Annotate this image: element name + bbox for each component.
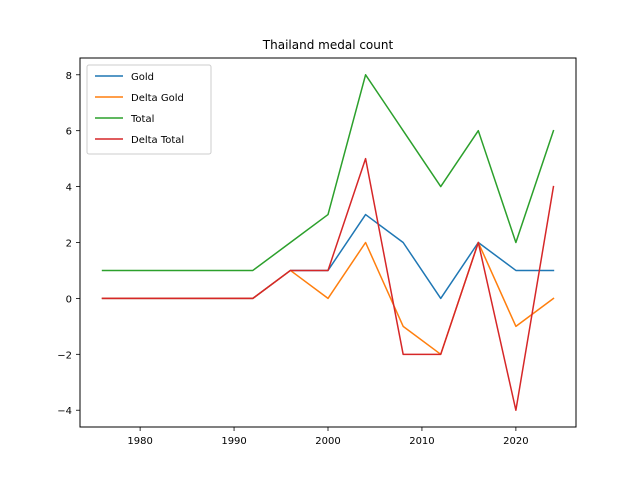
legend-label: Delta Total: [131, 135, 184, 146]
series-line-total: [101, 74, 555, 272]
x-tick-label: 2010: [409, 436, 434, 447]
y-tick-label: −2: [57, 350, 72, 361]
legend-label: Delta Gold: [131, 93, 184, 104]
series-line-delta-total: [101, 157, 555, 411]
y-tick-label: −4: [57, 406, 72, 417]
x-tick-label: 2000: [315, 436, 340, 447]
x-tick-label: 1980: [127, 436, 152, 447]
y-tick-label: 8: [66, 71, 72, 82]
legend: Gold Delta Gold Total Delta Total: [86, 64, 212, 155]
y-axis-ticks: −4 −2 0 2 4 6 8: [57, 71, 80, 417]
x-tick-label: 1990: [221, 436, 246, 447]
x-tick-label: 2020: [503, 436, 528, 447]
series-layer: [101, 74, 555, 411]
legend-box: [86, 64, 212, 155]
y-tick-label: 0: [66, 294, 72, 305]
x-axis-ticks: 1980 1990 2000 2010 2020: [127, 427, 529, 447]
y-tick-label: 2: [66, 239, 72, 250]
legend-label: Total: [130, 114, 154, 125]
chart-title: Thailand medal count: [262, 38, 394, 52]
y-tick-label: 6: [66, 127, 72, 138]
legend-label: Gold: [131, 72, 154, 83]
y-tick-label: 4: [66, 183, 72, 194]
